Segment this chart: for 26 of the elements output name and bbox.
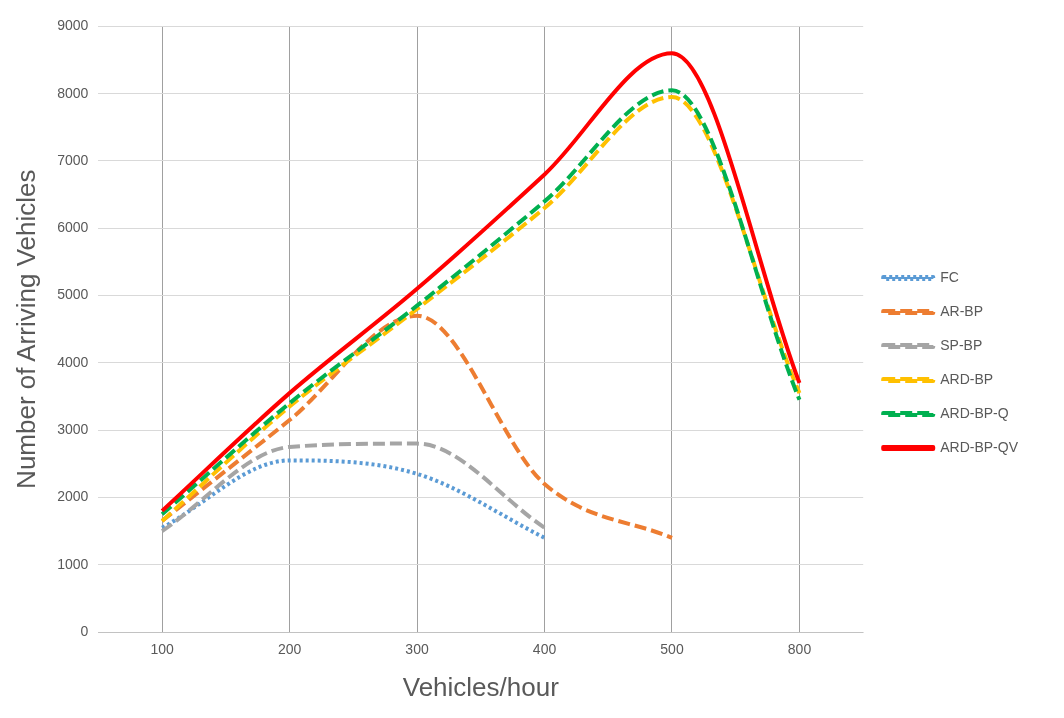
y-tick-label: 8000 bbox=[57, 84, 89, 101]
y-tick-label: 4000 bbox=[57, 353, 89, 370]
x-tick-label: 300 bbox=[405, 641, 429, 658]
x-tick-label: 200 bbox=[277, 641, 302, 658]
y-tick-label: 0 bbox=[80, 622, 89, 639]
line-series bbox=[160, 458, 547, 540]
legend-label: ARD-BP-QV bbox=[940, 438, 1019, 455]
y-tick-label: 7000 bbox=[57, 151, 89, 168]
x-tick-label: 400 bbox=[532, 641, 557, 658]
y-tick-label: 2000 bbox=[57, 488, 89, 505]
y-tick-label: 5000 bbox=[57, 286, 89, 303]
line-series bbox=[160, 313, 674, 540]
y-axis-title: Number of Arriving Vehicles bbox=[10, 169, 41, 489]
legend-label: ARD-BP bbox=[940, 370, 994, 387]
x-tick-label: 100 bbox=[150, 641, 174, 658]
x-axis-title: Vehicles/hour bbox=[402, 671, 560, 702]
y-tick-label: 9000 bbox=[57, 17, 89, 34]
y-tick-label: 6000 bbox=[57, 219, 89, 236]
legend-label: ARD-BP-Q bbox=[940, 404, 1009, 421]
y-tick-label: 1000 bbox=[57, 555, 89, 572]
x-tick-label: 800 bbox=[787, 641, 812, 658]
legend-label: AR-BP bbox=[940, 302, 984, 319]
y-tick-label: 3000 bbox=[57, 420, 89, 437]
legend-label: FC bbox=[940, 268, 959, 285]
legend-label: SP-BP bbox=[940, 336, 983, 353]
x-tick-label: 500 bbox=[660, 641, 684, 658]
